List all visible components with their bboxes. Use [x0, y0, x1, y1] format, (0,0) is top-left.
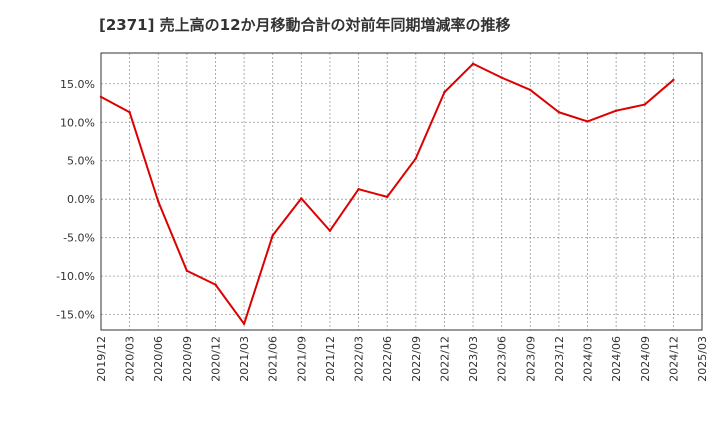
- y-tick-label: -5.0%: [63, 232, 95, 245]
- data-point: [614, 109, 618, 112]
- x-tick-label: 2021/06: [267, 336, 280, 382]
- grid: [101, 53, 702, 330]
- data-point: [672, 78, 675, 82]
- chart-title: [2371] 売上高の12か月移動合計の対前年同期増減率の推移: [99, 16, 511, 34]
- y-tick-label: 15.0%: [60, 78, 95, 91]
- data-point: [242, 322, 246, 326]
- y-tick-label: 10.0%: [60, 116, 95, 129]
- data-point: [271, 234, 274, 237]
- y-tick-label: 0.0%: [67, 193, 95, 206]
- data-point: [643, 103, 646, 106]
- series-group: [99, 62, 675, 326]
- x-tick-label: 2024/09: [639, 336, 652, 382]
- x-tick-label: 2023/12: [553, 336, 566, 382]
- x-tick-label: 2020/03: [124, 336, 137, 382]
- x-tick-label: 2022/03: [353, 336, 366, 382]
- y-axis: -15.0% -10.0% -5.0% 0.0% 5.0% 10.0% 15.0%: [56, 78, 95, 322]
- y-tick-label: -15.0%: [56, 309, 95, 322]
- x-tick-label: 2022/12: [438, 336, 451, 382]
- y-tick-label: 5.0%: [67, 155, 95, 168]
- x-tick-label: 2023/06: [496, 336, 509, 382]
- data-point: [500, 76, 503, 79]
- data-point: [300, 197, 303, 200]
- x-tick-label: 2022/09: [410, 336, 423, 382]
- data-point: [157, 200, 160, 203]
- data-point: [414, 157, 418, 160]
- x-tick-label: 2022/06: [381, 336, 394, 382]
- data-point: [557, 111, 561, 114]
- data-point: [214, 283, 217, 286]
- data-point: [99, 95, 103, 99]
- plot-frame: [100, 52, 703, 331]
- x-tick-label: 2024/12: [667, 336, 680, 382]
- data-point: [443, 91, 446, 94]
- x-tick-label: 2023/03: [467, 336, 480, 382]
- x-tick-label: 2023/09: [524, 336, 537, 382]
- x-tick-label: 2020/09: [181, 336, 194, 382]
- x-tick-label: 2020/06: [152, 336, 165, 382]
- x-tick-label: 2024/06: [610, 336, 623, 382]
- data-point: [128, 111, 131, 114]
- data-point: [328, 229, 332, 232]
- data-point: [471, 62, 475, 65]
- x-tick-label: 2024/03: [582, 336, 595, 382]
- x-tick-label: 2019/12: [95, 336, 108, 382]
- x-tick-label: 2020/12: [209, 336, 222, 382]
- data-point: [529, 88, 532, 92]
- x-tick-label: 2025/03: [696, 336, 709, 382]
- data-point: [357, 187, 360, 191]
- data-point: [586, 120, 589, 123]
- x-axis: 2019/12 2020/03 2020/06 2020/09 2020/12 2021/…: [95, 336, 709, 382]
- x-tick-label: 2021/03: [238, 336, 251, 382]
- data-point: [185, 269, 189, 272]
- y-tick-label: -10.0%: [56, 270, 95, 283]
- data-point: [385, 195, 389, 199]
- x-tick-label: 2021/12: [324, 336, 337, 382]
- x-tick-label: 2021/09: [295, 336, 308, 382]
